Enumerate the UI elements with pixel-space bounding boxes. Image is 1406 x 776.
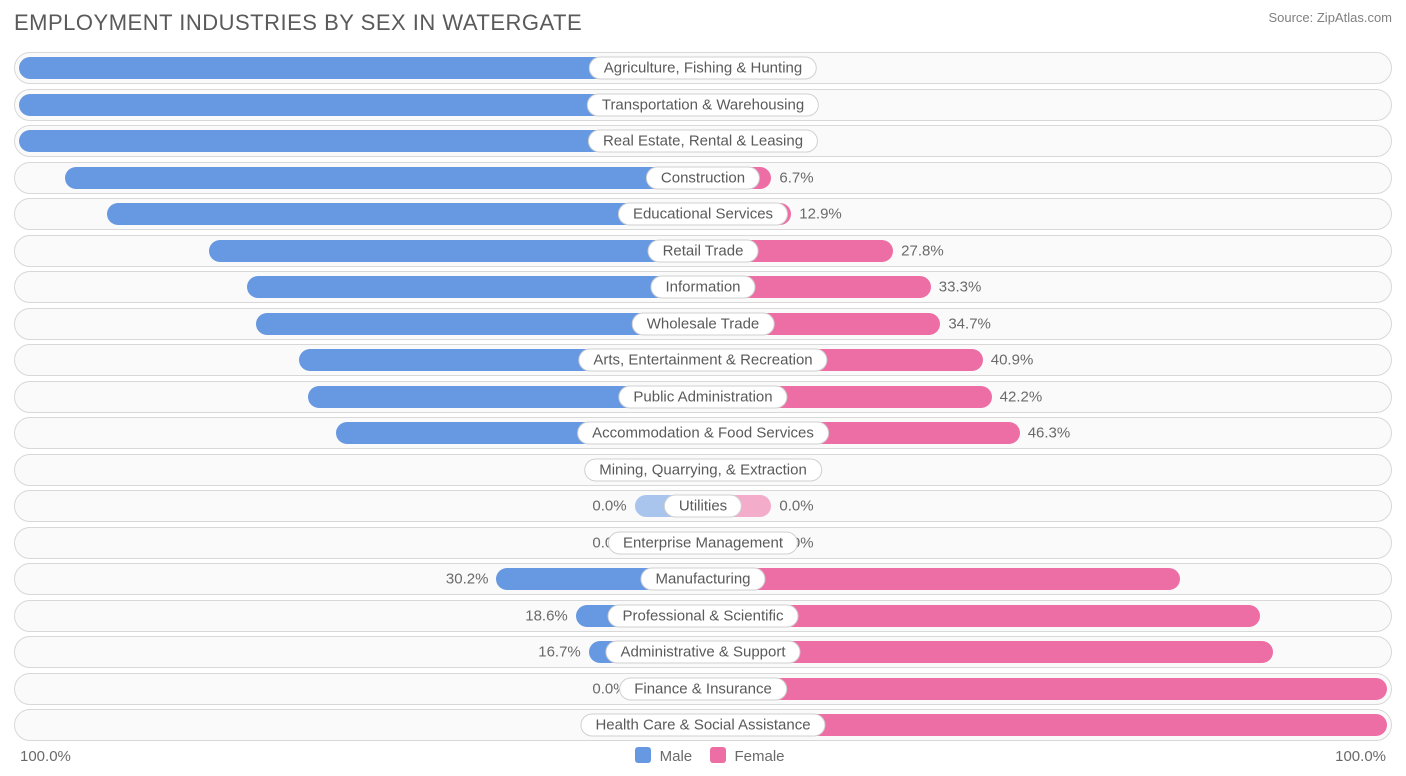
chart-row: 59.1%40.9%Arts, Entertainment & Recreati… [14,344,1392,376]
chart-row: 57.8%42.2%Public Administration [14,381,1392,413]
category-label: Health Care & Social Assistance [580,714,825,737]
category-label: Finance & Insurance [619,677,787,700]
axis-left-label: 100.0% [20,748,71,765]
category-label: Arts, Entertainment & Recreation [578,349,827,372]
legend-swatch-female [710,747,726,763]
legend-label-male: Male [660,748,693,765]
legend-label-female: Female [735,748,785,765]
value-female: 12.9% [799,206,842,223]
chart-title: EMPLOYMENT INDUSTRIES BY SEX IN WATERGAT… [14,10,582,36]
chart-row: 16.7%83.3%Administrative & Support [14,636,1392,668]
category-label: Accommodation & Food Services [577,422,829,445]
chart-row: 100.0%0.0%Real Estate, Rental & Leasing [14,125,1392,157]
chart-row: 100.0%0.0%Transportation & Warehousing [14,89,1392,121]
chart-row: 53.7%46.3%Accommodation & Food Services [14,417,1392,449]
value-female: 27.8% [901,242,944,259]
category-label: Educational Services [618,203,788,226]
category-label: Mining, Quarrying, & Extraction [584,458,822,481]
bar-male: 66.7% [247,276,703,298]
value-female: 6.7% [779,169,813,186]
value-female: 40.9% [991,352,1034,369]
bar-male: 87.1% [107,203,703,225]
chart-row: 30.2% 69.8%Manufacturing [14,563,1392,595]
legend-swatch-male [635,747,651,763]
chart-row: 93.3% 6.7% Construction [14,162,1392,194]
category-label: Public Administration [618,385,787,408]
category-label: Manufacturing [640,568,765,591]
bar-male: 72.2% [209,240,703,262]
chart-row: 0.0% 0.0% Utilities [14,490,1392,522]
category-label: Agriculture, Fishing & Hunting [589,57,817,80]
category-label: Construction [646,166,760,189]
chart-row: 65.3%34.7%Wholesale Trade [14,308,1392,340]
value-female: 42.2% [1000,388,1043,405]
value-male: 30.2% [446,571,489,588]
category-label: Wholesale Trade [632,312,775,335]
chart-header: EMPLOYMENT INDUSTRIES BY SEX IN WATERGAT… [14,10,1392,36]
diverging-bar-chart: 100.0%0.0%Agriculture, Fishing & Hunting… [14,52,1392,741]
category-label: Information [650,276,755,299]
category-label: Utilities [664,495,742,518]
value-male: 16.7% [538,644,581,661]
value-female: 46.3% [1028,425,1071,442]
chart-row: 87.1% 12.9% Educational Services [14,198,1392,230]
category-label: Real Estate, Rental & Leasing [588,130,818,153]
value-male: 18.6% [525,607,568,624]
axis-right-label: 100.0% [1335,748,1386,765]
value-male: 0.0% [592,498,626,515]
bar-female: 100.0% [703,678,1387,700]
chart-row: 0.0%100.0%Health Care & Social Assistanc… [14,709,1392,741]
category-label: Administrative & Support [605,641,800,664]
chart-row: 0.0%0.0%Mining, Quarrying, & Extraction [14,454,1392,486]
category-label: Transportation & Warehousing [587,93,819,116]
category-label: Enterprise Management [608,531,798,554]
value-female: 33.3% [939,279,982,296]
value-female: 0.0% [779,498,813,515]
chart-row: 100.0%0.0%Agriculture, Fishing & Hunting [14,52,1392,84]
chart-row: 0.0%100.0%Finance & Insurance [14,673,1392,705]
chart-row: 66.7% 33.3% Information [14,271,1392,303]
chart-row: 0.0%0.0%Enterprise Management [14,527,1392,559]
category-label: Retail Trade [648,239,759,262]
category-label: Professional & Scientific [608,604,799,627]
chart-row: 18.6%81.4%Professional & Scientific [14,600,1392,632]
chart-row: 72.2% 27.8% Retail Trade [14,235,1392,267]
value-female: 34.7% [948,315,991,332]
chart-legend: Male Female [71,747,1335,765]
bar-female: 69.8% [703,568,1180,590]
chart-footer: 100.0% Male Female 100.0% [14,747,1392,765]
chart-source: Source: ZipAtlas.com [1268,10,1392,25]
bar-male: 93.3% [65,167,703,189]
